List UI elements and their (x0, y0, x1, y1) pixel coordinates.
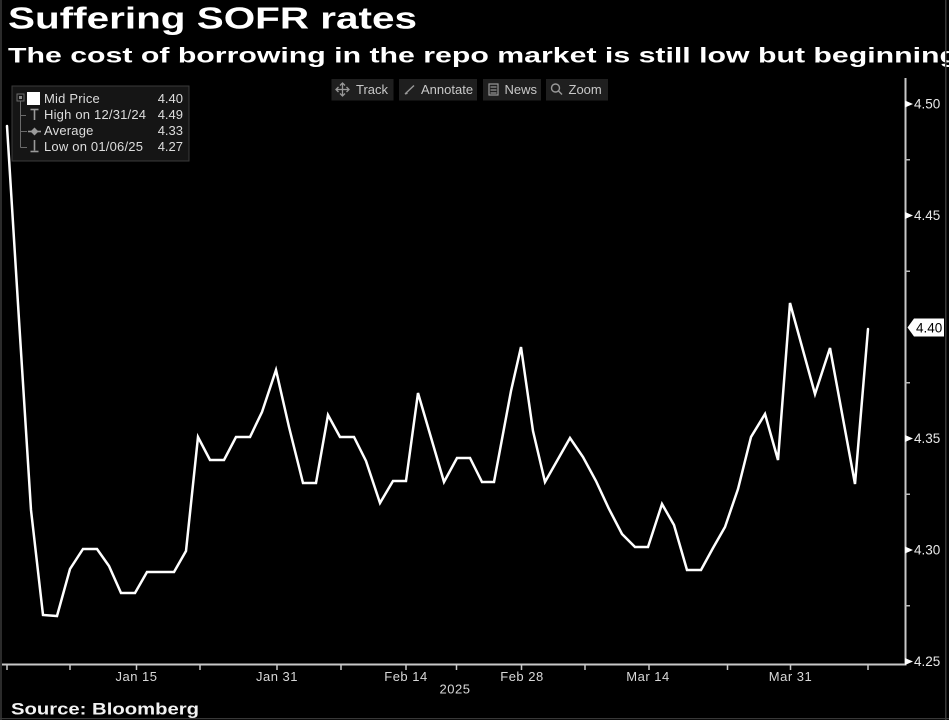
svg-text:Feb 14: Feb 14 (384, 669, 427, 684)
svg-text:Mar 31: Mar 31 (769, 669, 812, 684)
svg-text:Feb 28: Feb 28 (500, 669, 543, 684)
svg-text:Source: Bloomberg: Source: Bloomberg (11, 701, 199, 719)
svg-text:4.45: 4.45 (914, 208, 940, 223)
svg-text:Mid Price: Mid Price (44, 91, 100, 106)
svg-text:4.35: 4.35 (914, 431, 940, 446)
svg-text:4.33: 4.33 (158, 123, 183, 138)
svg-text:Mar 14: Mar 14 (626, 669, 669, 684)
svg-text:4.27: 4.27 (158, 139, 183, 154)
svg-text:News: News (505, 82, 538, 97)
svg-text:High on 12/31/24: High on 12/31/24 (44, 107, 146, 122)
svg-text:Zoom: Zoom (569, 82, 602, 97)
svg-text:Jan 15: Jan 15 (115, 669, 157, 684)
svg-text:Track: Track (356, 82, 389, 97)
svg-text:4.50: 4.50 (914, 97, 940, 112)
svg-text:4.30: 4.30 (914, 543, 940, 558)
svg-text:The cost of borrowing in the r: The cost of borrowing in the repo market… (8, 44, 949, 68)
svg-text:4.25: 4.25 (914, 654, 940, 669)
svg-text:Low on 01/06/25: Low on 01/06/25 (44, 139, 143, 154)
svg-text:Suffering SOFR rates: Suffering SOFR rates (8, 1, 417, 36)
svg-text:4.49: 4.49 (158, 107, 183, 122)
svg-text:4.40: 4.40 (158, 91, 183, 106)
svg-text:2025: 2025 (440, 682, 471, 697)
svg-text:Jan 31: Jan 31 (256, 669, 298, 684)
svg-text:Annotate: Annotate (421, 82, 473, 97)
svg-text:4.40: 4.40 (916, 321, 942, 336)
svg-text:Average: Average (44, 123, 94, 138)
